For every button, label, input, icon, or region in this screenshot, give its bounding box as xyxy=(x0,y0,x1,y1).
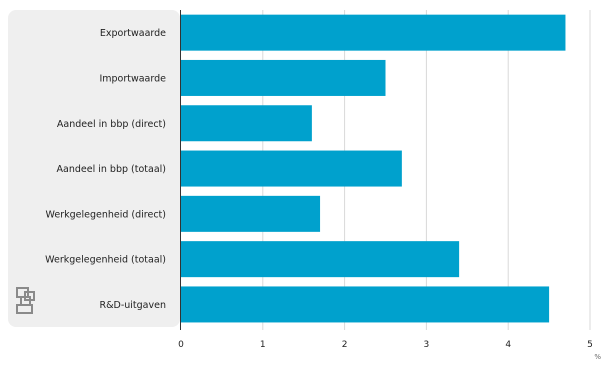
bar xyxy=(181,59,386,96)
x-tick-label: 5 xyxy=(587,340,593,350)
category-label: Aandeel in bbp (direct) xyxy=(57,119,166,130)
category-label: Exportwaarde xyxy=(100,28,166,39)
bar xyxy=(181,241,460,278)
category-label: Werkgelegenheid (direct) xyxy=(46,209,166,220)
cbs-logo-icon xyxy=(16,287,35,314)
bar xyxy=(181,150,402,187)
x-tick-label: 1 xyxy=(260,340,266,350)
category-label-panel xyxy=(8,10,180,327)
category-label: Werkgelegenheid (totaal) xyxy=(45,255,166,266)
x-tick-labels: 0 1 2 3 4 5 xyxy=(178,340,593,350)
category-label: Importwaarde xyxy=(99,73,166,84)
bar xyxy=(181,195,321,232)
category-label: Aandeel in bbp (totaal) xyxy=(57,164,166,175)
category-labels: Exportwaarde Importwaarde Aandeel in bbp (… xyxy=(45,28,166,311)
x-tick-label: 3 xyxy=(424,340,430,350)
category-label: R&D-uitgaven xyxy=(100,300,166,311)
bar xyxy=(181,286,550,323)
bar xyxy=(181,14,566,51)
x-axis-unit: % xyxy=(594,353,601,361)
x-tick-label: 4 xyxy=(505,340,511,350)
x-tick-label: 2 xyxy=(342,340,348,350)
bars xyxy=(181,14,566,323)
x-tick-label: 0 xyxy=(178,340,184,350)
bar xyxy=(181,105,312,142)
